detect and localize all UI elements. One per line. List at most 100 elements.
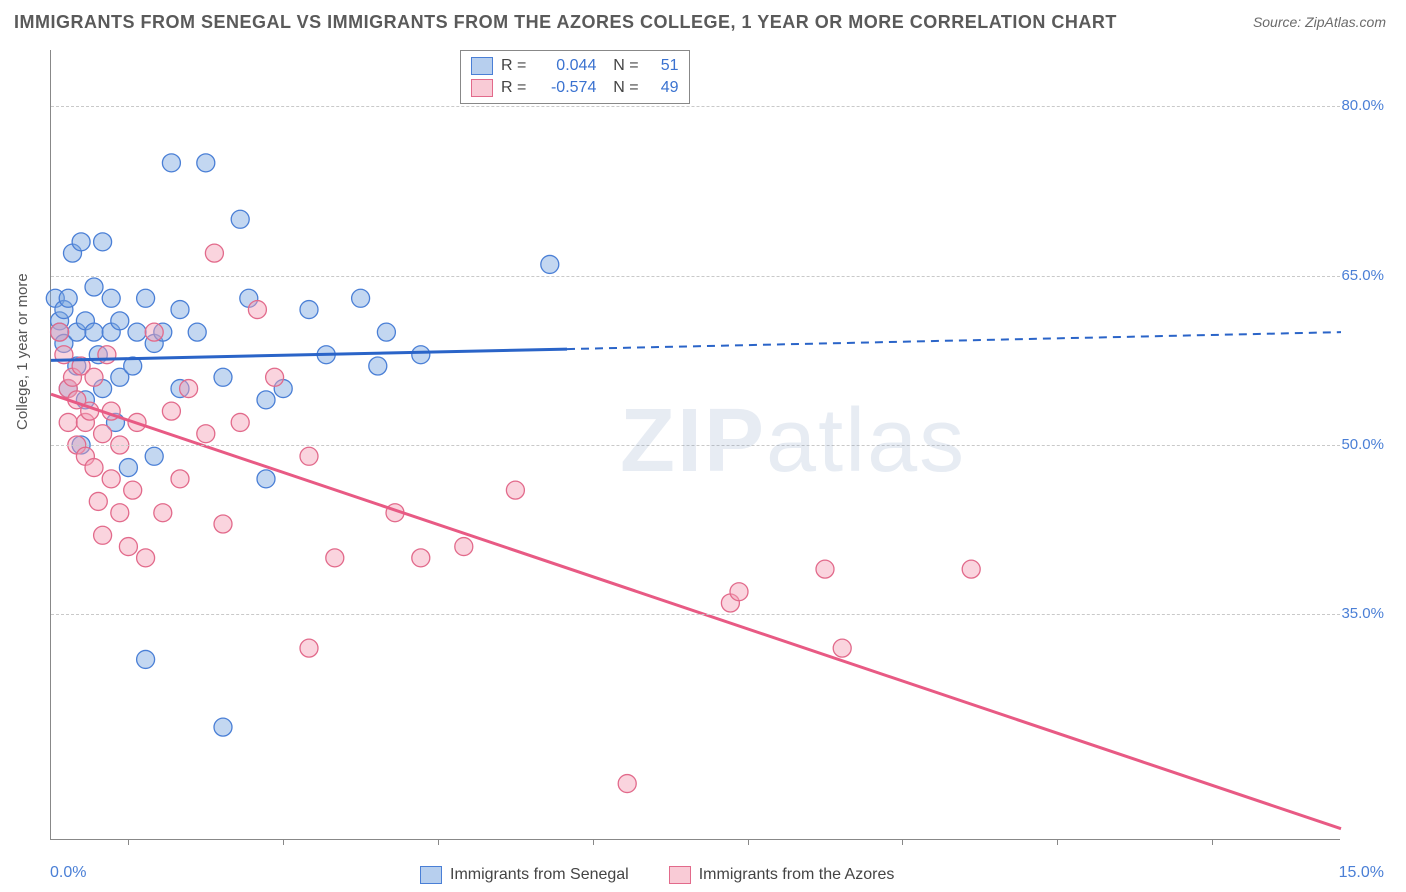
legend-item-azores: Immigrants from the Azores bbox=[669, 866, 895, 884]
scatter-point bbox=[412, 346, 430, 364]
y-tick-label: 65.0% bbox=[1341, 267, 1384, 284]
scatter-point bbox=[248, 301, 266, 319]
gridline bbox=[51, 106, 1340, 107]
regression-line-pink bbox=[51, 394, 1341, 829]
x-tick bbox=[1212, 839, 1213, 845]
scatter-point bbox=[124, 481, 142, 499]
scatter-point bbox=[111, 312, 129, 330]
scatter-point bbox=[85, 368, 103, 386]
r-value-blue: 0.044 bbox=[534, 57, 596, 75]
scatter-point bbox=[300, 301, 318, 319]
n-value-pink: 49 bbox=[647, 79, 679, 97]
scatter-point bbox=[137, 650, 155, 668]
scatter-point bbox=[85, 278, 103, 296]
scatter-point bbox=[171, 470, 189, 488]
swatch-pink-icon bbox=[471, 79, 493, 97]
scatter-point bbox=[94, 233, 112, 251]
scatter-point bbox=[231, 413, 249, 431]
scatter-point bbox=[137, 289, 155, 307]
scatter-point bbox=[300, 639, 318, 657]
scatter-point bbox=[506, 481, 524, 499]
scatter-point bbox=[162, 402, 180, 420]
scatter-point bbox=[214, 368, 232, 386]
y-tick-label: 35.0% bbox=[1341, 605, 1384, 622]
legend-correlation-box: R = 0.044 N = 51 R = -0.574 N = 49 bbox=[460, 50, 690, 104]
scatter-point bbox=[98, 346, 116, 364]
scatter-point bbox=[412, 549, 430, 567]
swatch-blue-icon bbox=[471, 57, 493, 75]
x-tick bbox=[593, 839, 594, 845]
scatter-point bbox=[352, 289, 370, 307]
scatter-point bbox=[102, 470, 120, 488]
scatter-point bbox=[730, 583, 748, 601]
x-tick bbox=[128, 839, 129, 845]
n-label: N = bbox=[604, 57, 638, 75]
r-value-pink: -0.574 bbox=[534, 79, 596, 97]
scatter-point bbox=[455, 538, 473, 556]
gridline bbox=[51, 614, 1340, 615]
scatter-point bbox=[326, 549, 344, 567]
regression-line-blue-dashed bbox=[567, 332, 1341, 349]
y-tick-label: 80.0% bbox=[1341, 97, 1384, 114]
scatter-point bbox=[618, 775, 636, 793]
x-tick bbox=[902, 839, 903, 845]
scatter-point bbox=[197, 154, 215, 172]
chart-title: IMMIGRANTS FROM SENEGAL VS IMMIGRANTS FR… bbox=[14, 12, 1117, 33]
scatter-point bbox=[541, 255, 559, 273]
x-tick bbox=[1057, 839, 1058, 845]
scatter-point bbox=[257, 391, 275, 409]
gridline bbox=[51, 445, 1340, 446]
scatter-point bbox=[89, 492, 107, 510]
scatter-point bbox=[119, 459, 137, 477]
r-label: R = bbox=[501, 57, 526, 75]
scatter-point bbox=[51, 323, 69, 341]
scatter-point bbox=[102, 289, 120, 307]
scatter-point bbox=[162, 154, 180, 172]
scatter-point bbox=[214, 515, 232, 533]
x-axis-max-label: 15.0% bbox=[1339, 864, 1384, 882]
legend-label-azores: Immigrants from the Azores bbox=[699, 866, 895, 884]
scatter-point bbox=[111, 504, 129, 522]
n-label: N = bbox=[604, 79, 638, 97]
r-label: R = bbox=[501, 79, 526, 97]
swatch-blue-icon bbox=[420, 866, 442, 884]
gridline bbox=[51, 276, 1340, 277]
x-tick bbox=[283, 839, 284, 845]
scatter-point bbox=[205, 244, 223, 262]
scatter-point bbox=[145, 323, 163, 341]
legend-series: Immigrants from Senegal Immigrants from … bbox=[420, 866, 894, 884]
x-tick bbox=[748, 839, 749, 845]
scatter-point bbox=[85, 459, 103, 477]
scatter-point bbox=[72, 233, 90, 251]
regression-line-blue-solid bbox=[51, 349, 567, 360]
scatter-point bbox=[154, 504, 172, 522]
scatter-point bbox=[962, 560, 980, 578]
y-tick-label: 50.0% bbox=[1341, 436, 1384, 453]
legend-label-senegal: Immigrants from Senegal bbox=[450, 866, 629, 884]
scatter-point bbox=[816, 560, 834, 578]
scatter-point bbox=[145, 447, 163, 465]
scatter-point bbox=[266, 368, 284, 386]
scatter-point bbox=[137, 549, 155, 567]
scatter-point bbox=[833, 639, 851, 657]
x-axis-min-label: 0.0% bbox=[50, 864, 86, 882]
scatter-point bbox=[377, 323, 395, 341]
scatter-point bbox=[128, 323, 146, 341]
scatter-point bbox=[300, 447, 318, 465]
legend-item-senegal: Immigrants from Senegal bbox=[420, 866, 629, 884]
scatter-point bbox=[94, 425, 112, 443]
n-value-blue: 51 bbox=[647, 57, 679, 75]
scatter-point bbox=[231, 210, 249, 228]
legend-row-blue: R = 0.044 N = 51 bbox=[471, 55, 679, 77]
scatter-point bbox=[171, 301, 189, 319]
scatter-point bbox=[369, 357, 387, 375]
scatter-point bbox=[94, 526, 112, 544]
scatter-point bbox=[257, 470, 275, 488]
y-axis-label: College, 1 year or more bbox=[14, 273, 31, 430]
source-attribution: Source: ZipAtlas.com bbox=[1253, 14, 1386, 30]
scatter-point bbox=[188, 323, 206, 341]
scatter-point bbox=[214, 718, 232, 736]
swatch-pink-icon bbox=[669, 866, 691, 884]
scatter-point bbox=[59, 289, 77, 307]
plot-area bbox=[50, 50, 1340, 840]
